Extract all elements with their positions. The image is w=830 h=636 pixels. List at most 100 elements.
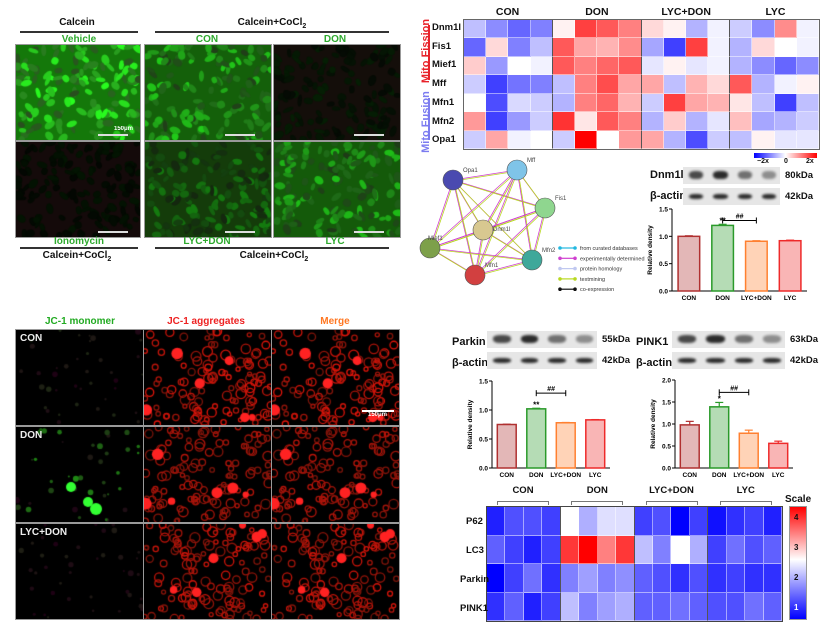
network-node[interactable]: [419, 237, 441, 259]
scale-bar: [98, 134, 128, 136]
heatmap-cell: [708, 93, 731, 113]
heatmap-cell: [689, 507, 709, 536]
group-label: LYC+DON: [661, 6, 711, 18]
heatmap-cell: [560, 592, 580, 621]
heatmap-cell: [597, 592, 617, 621]
scale-tick: 1: [794, 603, 799, 612]
x-tick-label: LYC: [784, 295, 797, 302]
heatmap-cell: [726, 507, 746, 536]
x-tick-label: LYC+DON: [733, 472, 764, 479]
heatmap-cell: [730, 130, 753, 149]
actin-blot: [683, 188, 780, 205]
network-edge: [430, 170, 519, 250]
significance-hash: ##: [736, 213, 744, 220]
heatmap-cell: [579, 592, 598, 621]
network-edge: [452, 169, 518, 181]
heatmap-cell: [708, 592, 727, 621]
network-edge: [475, 170, 519, 277]
y-tick-label: 0.0: [659, 289, 668, 296]
legend-dot: [573, 277, 577, 281]
scale-title: Scale: [785, 494, 812, 505]
significance-hash: ##: [730, 385, 738, 392]
heatmap-cell: [641, 112, 664, 131]
heatmap-cell: [508, 130, 531, 149]
node-label: Mfn2: [542, 248, 556, 254]
heatmap-cell: [726, 535, 746, 564]
group-label: CON: [495, 6, 520, 18]
heatmap-cell: [552, 93, 575, 113]
heatmap-cell: [685, 38, 709, 57]
heatmap-cell: [663, 20, 686, 39]
color-scale: [754, 153, 817, 158]
heatmap-cell: [619, 112, 642, 131]
heatmap-cell: [505, 507, 524, 536]
kda-label: 63kDa: [790, 334, 818, 345]
heatmap-cell: [574, 75, 598, 94]
dnm1l-blot: [683, 167, 780, 184]
heatmap-cell: [486, 38, 509, 57]
bar-lyc: [585, 419, 606, 469]
heatmap-cell: [597, 535, 617, 564]
heatmap-cell: [671, 564, 690, 593]
band: [520, 335, 538, 343]
heatmap-cell: [597, 56, 620, 76]
heatmap-cell: [641, 38, 664, 57]
row-label: LC3: [466, 545, 484, 556]
heatmap-cell: [730, 20, 753, 39]
heatmap-cell: [671, 592, 690, 621]
heatmap-cell: [487, 592, 506, 621]
heatmap-cell: [634, 507, 653, 536]
heatmap-cell: [552, 20, 575, 39]
band: [548, 335, 566, 343]
heatmap-cell: [774, 75, 797, 94]
heatmap-cell: [552, 112, 575, 131]
heatmap-cell: [796, 56, 819, 76]
band: [734, 335, 753, 343]
heatmap-cell: [464, 56, 487, 76]
network-node[interactable]: [534, 197, 556, 219]
heatmap-cell: [486, 112, 509, 131]
heatmap-cell: [486, 20, 509, 39]
heatmap-cell: [574, 20, 598, 39]
string-network: Opa1 Mff Fis1 Dnm1l Mief1 Mfn2 Mfn1 from curate…: [419, 158, 645, 293]
network-node[interactable]: [506, 159, 528, 181]
heatmap-cell: [774, 20, 797, 39]
heatmap-cell: [752, 20, 775, 39]
band: [761, 171, 776, 179]
divider: [20, 247, 138, 249]
heatmap-cell: [619, 38, 642, 57]
band: [737, 194, 752, 199]
heatmap-cell: [752, 75, 775, 94]
fusion-label: Mito Fusion: [419, 91, 432, 153]
heatmap-cell: [530, 75, 553, 94]
heatmap-cell: [574, 130, 598, 149]
row-label: Mff: [432, 78, 447, 90]
heatmap-cell: [730, 112, 753, 131]
heatmap-cell: [574, 38, 598, 57]
scale-bar: [225, 231, 255, 233]
network-node[interactable]: [521, 249, 543, 271]
scale-label: −2x: [757, 158, 769, 165]
heatmap-cell: [726, 592, 746, 621]
x-tick-label: CON: [683, 472, 698, 479]
calcein-cocl2-footer: Calcein+CoCl2: [239, 250, 309, 263]
heatmap-cell: [616, 535, 635, 564]
node-label: Mief1: [428, 236, 443, 242]
network-node[interactable]: [472, 219, 494, 241]
kda-label: 42kDa: [785, 191, 813, 202]
network-node[interactable]: [464, 264, 486, 286]
scale-bar-label: 150μm: [368, 412, 388, 418]
micrograph-con: [144, 44, 272, 141]
heatmap-cell: [652, 564, 672, 593]
micrograph-vehicle: [15, 44, 141, 141]
x-tick-label: DON: [712, 472, 727, 479]
scale-label: 2x: [806, 158, 814, 165]
network-edge: [429, 247, 533, 261]
kda-label: 42kDa: [602, 355, 630, 366]
micrograph-aggregates-con: [143, 329, 272, 426]
y-tick-label: 0.0: [479, 466, 488, 473]
heatmap-cell: [508, 112, 531, 131]
network-edge: [430, 248, 534, 262]
band: [575, 358, 593, 363]
network-node[interactable]: [442, 169, 464, 191]
